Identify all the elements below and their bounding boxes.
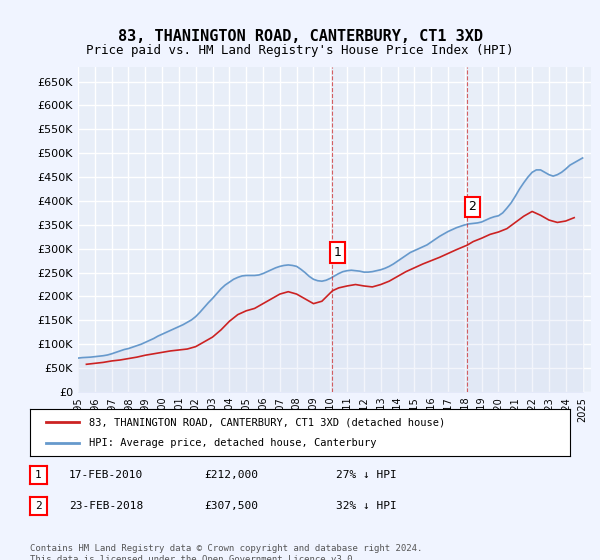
Text: 83, THANINGTON ROAD, CANTERBURY, CT1 3XD: 83, THANINGTON ROAD, CANTERBURY, CT1 3XD xyxy=(118,29,482,44)
Text: 1: 1 xyxy=(35,470,42,480)
Text: 1: 1 xyxy=(334,246,341,259)
Text: 2: 2 xyxy=(35,501,42,511)
Text: Contains HM Land Registry data © Crown copyright and database right 2024.
This d: Contains HM Land Registry data © Crown c… xyxy=(30,544,422,560)
Text: £307,500: £307,500 xyxy=(204,501,258,511)
Text: 2: 2 xyxy=(469,200,476,213)
Text: 17-FEB-2010: 17-FEB-2010 xyxy=(69,470,143,480)
Text: £212,000: £212,000 xyxy=(204,470,258,480)
Text: 83, THANINGTON ROAD, CANTERBURY, CT1 3XD (detached house): 83, THANINGTON ROAD, CANTERBURY, CT1 3XD… xyxy=(89,417,446,427)
Text: 27% ↓ HPI: 27% ↓ HPI xyxy=(336,470,397,480)
Text: HPI: Average price, detached house, Canterbury: HPI: Average price, detached house, Cant… xyxy=(89,438,377,448)
Text: Price paid vs. HM Land Registry's House Price Index (HPI): Price paid vs. HM Land Registry's House … xyxy=(86,44,514,57)
Text: 32% ↓ HPI: 32% ↓ HPI xyxy=(336,501,397,511)
Text: 23-FEB-2018: 23-FEB-2018 xyxy=(69,501,143,511)
